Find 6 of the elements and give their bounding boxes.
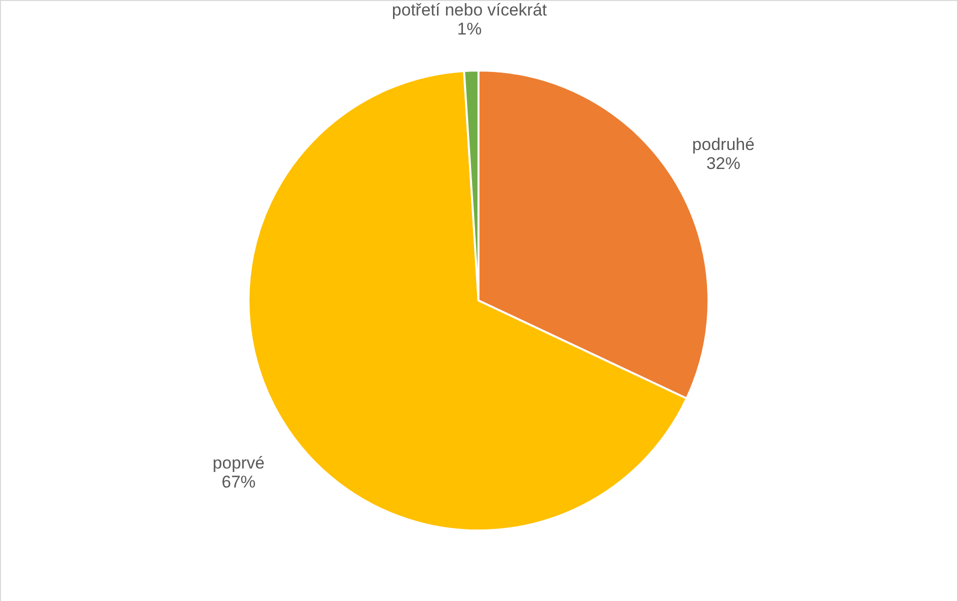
slice-label: potřetí nebo vícekrát xyxy=(392,0,548,20)
slice-label: poprvé xyxy=(212,454,265,473)
data-label: 32% xyxy=(706,154,740,174)
data-label: 1% xyxy=(457,20,482,39)
slice-label: podruhé xyxy=(692,135,755,154)
data-label: 67% xyxy=(222,472,256,492)
